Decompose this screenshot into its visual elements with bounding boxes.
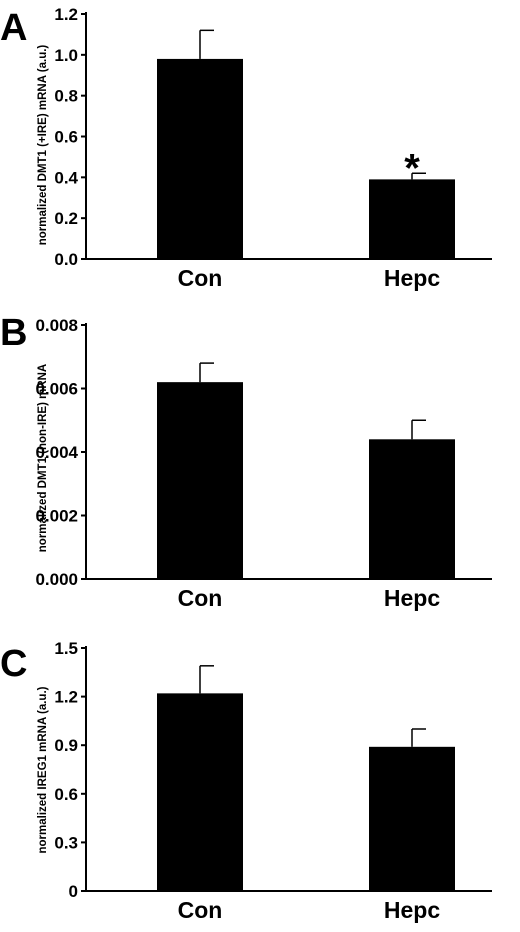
y-tick-label: 0.6 [54, 128, 78, 147]
y-tick-label: 0.002 [35, 507, 78, 526]
y-tick-label: 1.2 [54, 5, 78, 24]
bar-hepc [369, 439, 455, 579]
x-tick-label: Hepc [384, 897, 440, 923]
x-tick-label: Con [178, 585, 223, 611]
y-tick-label: 1.0 [54, 46, 78, 65]
bar-hepc [369, 746, 455, 891]
y-tick-label: 0.4 [54, 168, 78, 187]
y-tick-label: 0.006 [35, 380, 78, 399]
y-tick-label: 0.8 [54, 87, 78, 106]
bar-con [157, 58, 243, 259]
x-tick-label: Con [178, 265, 223, 291]
bar-con [157, 693, 243, 891]
y-tick-label: 0.0 [54, 250, 78, 269]
panel-label: C [0, 643, 27, 685]
panel-label: B [0, 312, 27, 354]
y-axis-label: normalized DMT1 (non-IRE) mRNA [37, 364, 49, 552]
y-tick-label: 0.000 [35, 570, 78, 589]
bar-con [157, 382, 243, 579]
x-tick-label: Hepc [384, 265, 440, 291]
y-tick-label: 0.9 [54, 736, 78, 755]
panel-label: A [0, 7, 27, 49]
y-tick-label: 1.5 [54, 639, 78, 658]
y-axis-label: normalized IREG1 mRNA (a.u.) [37, 686, 49, 853]
y-tick-label: 0.008 [35, 316, 78, 335]
y-axis-label: normalized DMT1 (+IRE) mRNA (a.u.) [37, 45, 49, 246]
y-tick-label: 0.004 [35, 443, 78, 462]
x-tick-label: Hepc [384, 585, 440, 611]
x-tick-label: Con [178, 897, 223, 923]
y-tick-label: 0.2 [54, 209, 78, 228]
bar-hepc [369, 179, 455, 259]
y-tick-label: 0 [69, 882, 78, 901]
significance-marker: * [404, 146, 420, 190]
y-tick-label: 0.3 [54, 833, 78, 852]
y-tick-label: 0.6 [54, 785, 78, 804]
y-tick-label: 1.2 [54, 688, 78, 707]
